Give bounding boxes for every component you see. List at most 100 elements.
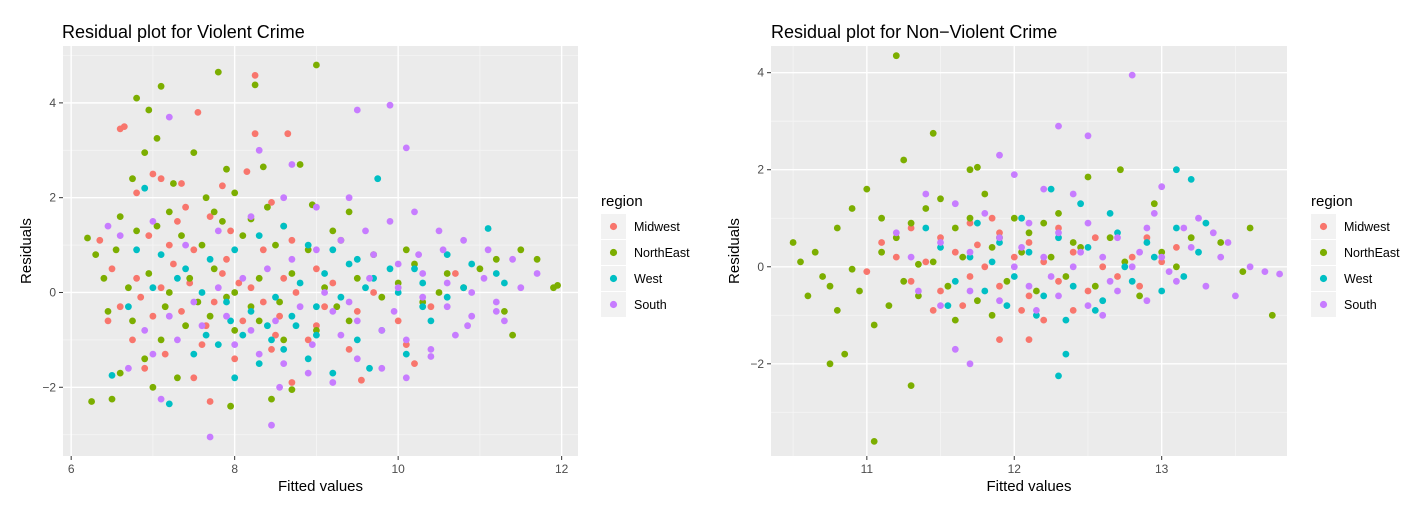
data-point <box>268 395 275 403</box>
data-point <box>251 81 259 89</box>
chart-title: Residual plot for Non−Violent Crime <box>771 22 1057 42</box>
data-point <box>1224 239 1232 246</box>
data-point <box>951 277 959 285</box>
data-point <box>1173 244 1180 251</box>
data-point <box>419 279 427 287</box>
data-point <box>1010 263 1018 271</box>
data-point <box>996 234 1003 242</box>
data-point <box>186 274 194 282</box>
data-point <box>1010 171 1018 179</box>
data-point <box>922 205 930 212</box>
data-point <box>402 144 410 152</box>
data-point <box>247 308 255 315</box>
data-point <box>1114 229 1121 237</box>
data-point <box>1158 258 1166 266</box>
data-point <box>182 203 190 211</box>
data-point <box>394 279 402 287</box>
data-point <box>276 298 283 306</box>
data-point <box>1003 277 1011 285</box>
data-point <box>819 273 826 280</box>
data-point <box>1040 292 1048 300</box>
data-point <box>907 224 915 232</box>
data-point <box>394 317 402 325</box>
data-point <box>1040 253 1048 261</box>
data-point <box>149 383 157 391</box>
data-point <box>231 355 239 363</box>
x-tick-label: 6 <box>68 462 75 476</box>
data-point <box>492 270 500 277</box>
data-point <box>386 265 394 273</box>
series-west <box>108 175 508 408</box>
data-point <box>996 239 1003 246</box>
data-point <box>288 312 296 320</box>
data-point <box>182 265 190 273</box>
data-point <box>329 246 337 254</box>
data-point <box>362 284 369 292</box>
data-point <box>321 289 328 296</box>
data-point <box>922 190 930 198</box>
data-point <box>1099 253 1107 261</box>
data-point <box>966 360 974 368</box>
data-point <box>1173 224 1180 232</box>
data-point <box>174 336 181 344</box>
data-point <box>554 282 561 289</box>
legend-swatch <box>1319 222 1328 231</box>
data-point <box>937 287 944 295</box>
data-point <box>358 376 365 384</box>
data-point <box>304 246 312 254</box>
data-point <box>988 258 996 266</box>
data-point <box>141 327 149 334</box>
data-point <box>1114 234 1121 242</box>
y-tick-label: 0 <box>757 260 764 274</box>
data-point <box>452 331 459 339</box>
data-point <box>464 322 471 330</box>
data-point <box>276 312 283 320</box>
data-point <box>210 265 218 273</box>
data-point <box>280 222 288 230</box>
data-point <box>1025 282 1033 290</box>
data-point <box>296 303 304 311</box>
data-point <box>366 364 373 372</box>
data-point <box>174 274 181 282</box>
data-point <box>247 327 255 334</box>
data-point <box>402 341 410 348</box>
data-point <box>1084 244 1092 251</box>
data-point <box>1040 316 1048 324</box>
series-northeast <box>789 52 1276 445</box>
data-point <box>1209 229 1217 237</box>
data-point <box>1158 183 1166 191</box>
data-point <box>937 195 944 203</box>
data-point <box>1158 253 1166 261</box>
data-point <box>276 383 283 391</box>
data-point <box>996 282 1003 290</box>
data-point <box>863 185 871 193</box>
data-point <box>833 307 841 314</box>
data-point <box>981 263 989 271</box>
data-point <box>157 251 165 258</box>
data-point <box>1217 253 1225 261</box>
data-point <box>929 258 937 266</box>
data-point <box>1069 263 1077 271</box>
data-point <box>116 303 124 311</box>
data-point <box>288 379 296 386</box>
data-point <box>149 284 157 292</box>
data-point <box>944 282 952 290</box>
data-point <box>321 270 328 277</box>
data-point <box>313 322 320 330</box>
series-south <box>892 71 1283 368</box>
data-point <box>190 298 198 306</box>
data-point <box>443 303 451 311</box>
data-point <box>235 279 243 287</box>
data-point <box>353 106 361 114</box>
data-point <box>1143 224 1151 232</box>
data-point <box>937 234 944 242</box>
data-point <box>1055 224 1062 232</box>
legend-swatch <box>1319 248 1328 257</box>
data-point <box>1040 219 1048 227</box>
data-point <box>856 287 863 295</box>
data-point <box>268 346 275 353</box>
data-point <box>231 189 239 197</box>
data-point <box>937 244 944 251</box>
data-point <box>182 322 190 330</box>
data-point <box>378 364 386 372</box>
